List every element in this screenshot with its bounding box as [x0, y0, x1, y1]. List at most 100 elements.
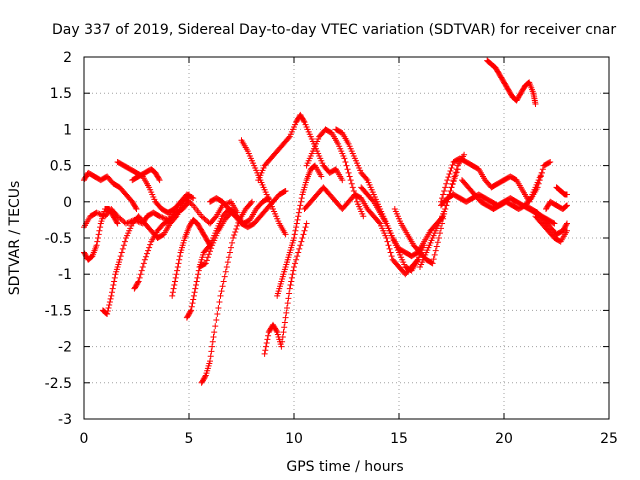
data-point	[203, 257, 210, 264]
data-point	[262, 347, 269, 354]
data-point	[273, 327, 280, 334]
data-point	[288, 274, 295, 281]
data-point	[147, 241, 154, 248]
data-point	[93, 209, 100, 216]
data-point	[110, 282, 117, 289]
x-tick-label: 5	[185, 431, 194, 447]
data-point	[133, 206, 140, 213]
series-arc-7	[131, 198, 192, 292]
data-point	[190, 296, 197, 303]
data-point	[450, 177, 457, 184]
data-point	[525, 79, 532, 86]
data-point	[297, 242, 304, 249]
data-point	[343, 162, 350, 169]
series-arc-6	[129, 166, 163, 184]
data-point	[282, 231, 289, 238]
data-point	[134, 279, 141, 286]
y-tick-label: -2	[58, 340, 72, 356]
data-point	[363, 175, 370, 182]
series-arc-29	[553, 184, 570, 198]
data-point	[282, 187, 289, 194]
data-point	[95, 210, 101, 217]
data-point	[537, 173, 544, 180]
data-point	[534, 184, 541, 191]
data-point	[461, 151, 468, 158]
data-point	[172, 278, 178, 285]
data-point	[384, 238, 391, 245]
data-point	[94, 238, 101, 245]
data-point	[215, 304, 222, 311]
data-point	[263, 343, 269, 350]
data-point	[222, 268, 229, 275]
data-point	[369, 197, 376, 204]
data-point	[446, 171, 453, 178]
series-arc-20	[358, 184, 447, 260]
data-point	[186, 198, 192, 205]
data-point	[135, 278, 142, 285]
data-point	[119, 245, 126, 252]
series-arc-19	[301, 184, 421, 278]
data-point	[562, 203, 569, 210]
data-point	[132, 204, 139, 211]
data-point	[447, 187, 454, 194]
data-point	[139, 263, 146, 270]
data-point	[108, 292, 115, 299]
series-arc-4	[99, 191, 192, 318]
data-point	[284, 304, 290, 311]
data-point	[120, 242, 127, 249]
data-point	[303, 220, 310, 227]
data-point	[190, 292, 197, 299]
data-point	[216, 298, 223, 305]
data-point	[387, 249, 394, 256]
data-point	[208, 348, 215, 355]
data-point	[298, 195, 305, 202]
data-point	[113, 219, 120, 226]
y-tick-labels: -3 -2.5 -2 -1.5 -1 -0.5 0 0.5 1 1.5 2	[45, 50, 72, 428]
data-point	[228, 244, 234, 251]
series-arc-8	[169, 216, 213, 299]
data-point	[189, 194, 196, 201]
data-point	[535, 180, 542, 187]
data-point	[440, 191, 447, 198]
data-point	[264, 336, 271, 343]
data-point	[225, 254, 232, 261]
data-point	[176, 256, 183, 263]
data-point	[137, 271, 144, 278]
data-point	[433, 243, 440, 250]
data-point	[298, 238, 305, 245]
data-point	[156, 177, 163, 184]
data-point	[383, 235, 390, 241]
y-tick-label: -0.5	[45, 231, 72, 247]
data-point	[564, 220, 570, 227]
data-point	[218, 288, 225, 295]
data-point	[431, 251, 438, 258]
data-point	[442, 184, 449, 191]
data-point	[285, 134, 292, 141]
series-arc-28	[532, 213, 570, 245]
data-point	[144, 250, 150, 257]
data-point	[299, 235, 306, 241]
y-tick-label: -1	[58, 267, 72, 283]
data-point	[104, 308, 111, 315]
data-point	[232, 228, 239, 235]
data-point	[452, 169, 459, 176]
data-point	[97, 224, 104, 231]
y-tick-label: -1.5	[45, 303, 72, 319]
data-point	[213, 317, 220, 324]
data-point	[532, 101, 539, 108]
data-point	[279, 333, 286, 340]
data-point	[142, 253, 149, 260]
data-point	[170, 285, 177, 292]
data-point	[281, 319, 288, 326]
data-point	[118, 249, 125, 256]
data-point	[445, 174, 452, 181]
data-point	[436, 230, 443, 237]
series-arc-22	[417, 151, 468, 270]
data-point	[301, 227, 308, 234]
data-point	[214, 311, 221, 318]
y-tick-label: 1	[63, 122, 72, 138]
data-point	[339, 177, 346, 184]
data-point	[285, 295, 292, 302]
data-point	[208, 245, 215, 252]
data-point	[247, 200, 254, 207]
